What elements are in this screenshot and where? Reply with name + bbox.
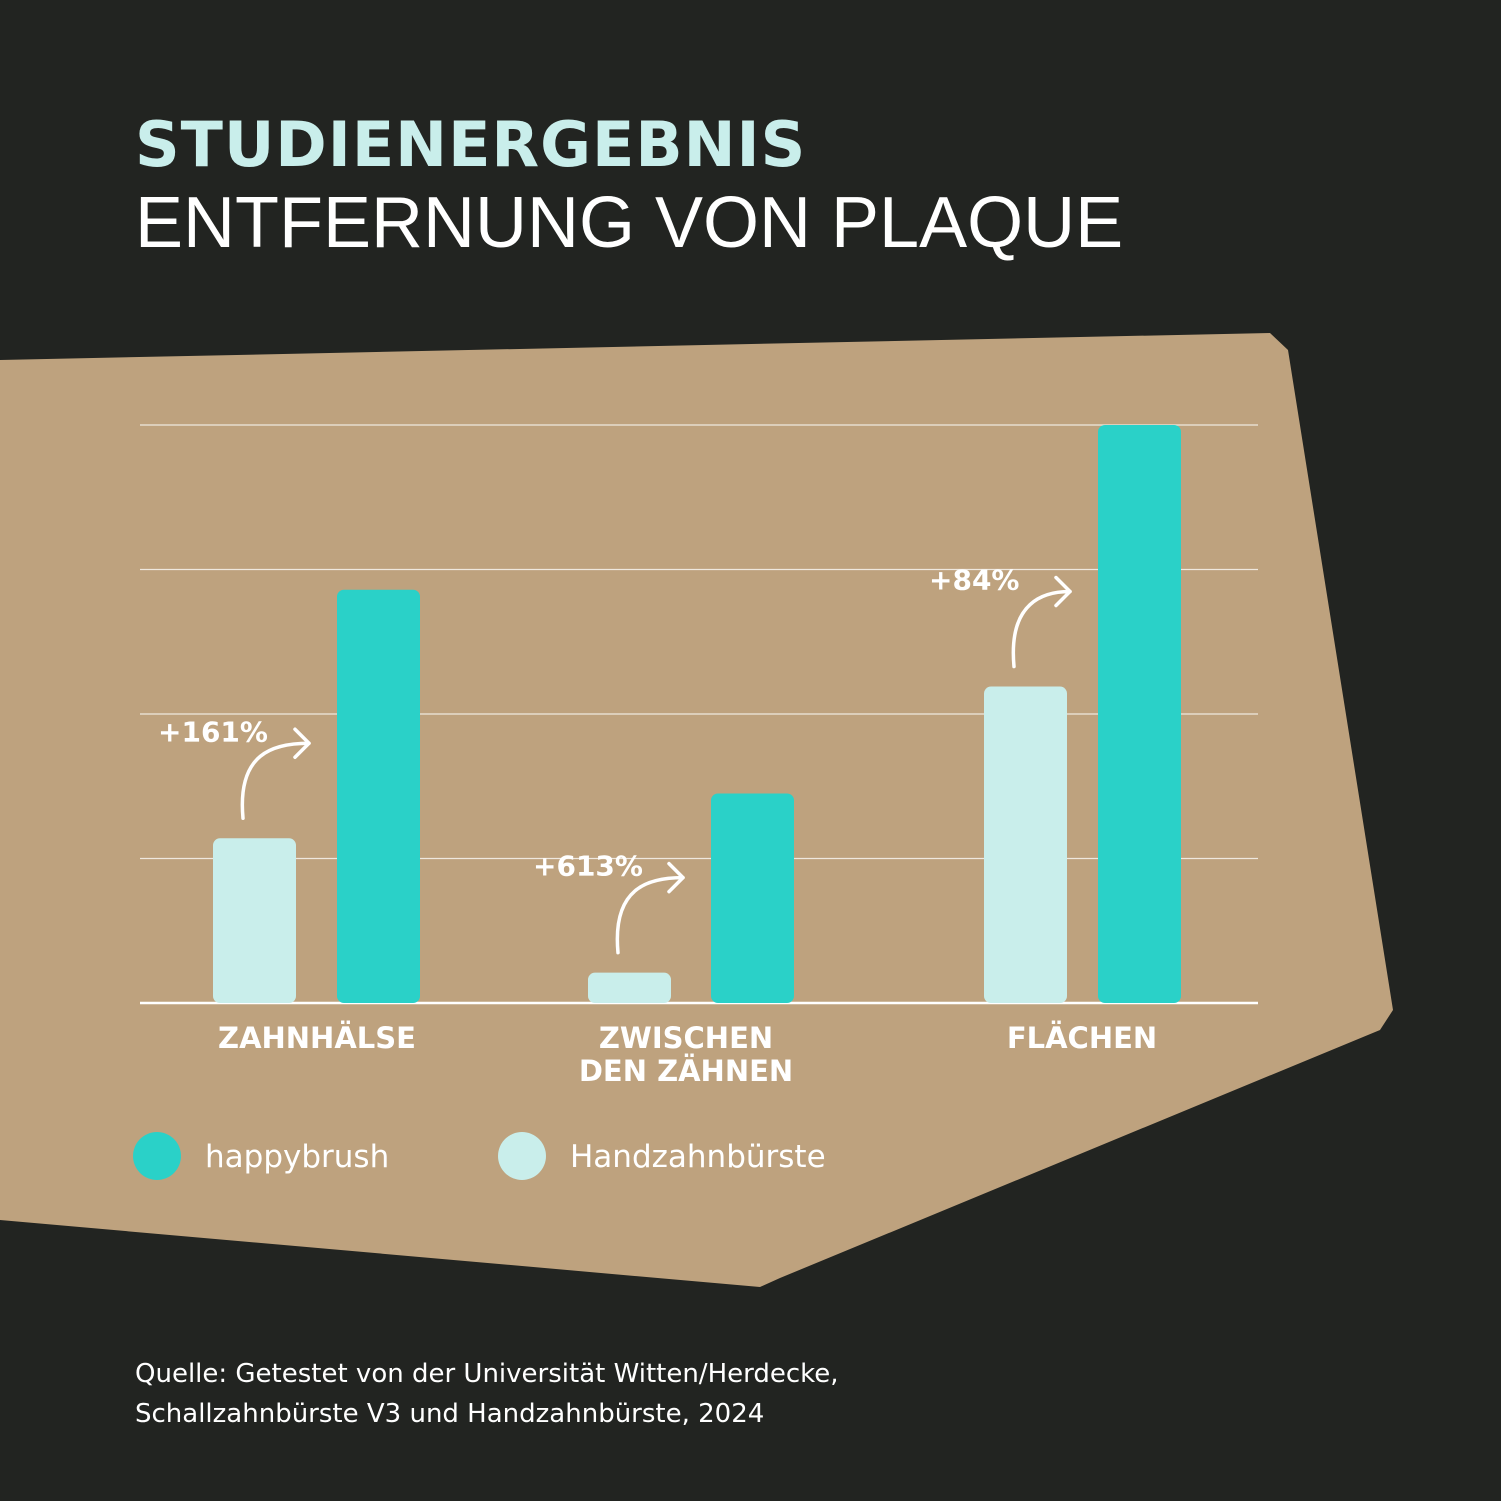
- bar-happybrush-1: [337, 589, 420, 1003]
- growth-label-3: +84%: [929, 564, 1019, 597]
- source-line-1: Quelle: Getestet von der Universität Wit…: [135, 1359, 839, 1389]
- legend-swatch-1: [133, 1132, 181, 1180]
- grid: [140, 424, 1258, 1005]
- legend-label-1: happybrush: [205, 1139, 389, 1175]
- growth-arrow-head-1: [293, 727, 311, 760]
- bar-happybrush-2: [711, 793, 794, 1003]
- title-block: STUDIENERGEBNIS ENTFERNUNG VON PLAQUE: [135, 108, 1123, 264]
- category-label-2: ZWISCHEN: [599, 1021, 773, 1055]
- bar-handzahnbuerste-2: [588, 972, 671, 1003]
- growth-arrow-head-2: [667, 861, 685, 894]
- growth-arrow-3: [1011, 589, 1072, 669]
- growth-arrow-1: [240, 741, 311, 821]
- growth-arrows: +161% +613% +84%: [158, 564, 1072, 955]
- category-label-1: ZAHNHÄLSE: [218, 1021, 416, 1055]
- category-label-3: FLÄCHEN: [1007, 1021, 1157, 1055]
- bar-handzahnbuerste-3: [984, 686, 1067, 1003]
- growth-arrow-head-3: [1054, 575, 1072, 608]
- bar-handzahnbuerste-1: [213, 838, 296, 1003]
- source-note: Quelle: Getestet von der Universität Wit…: [135, 1354, 839, 1434]
- legend: happybrush Handzahnbürste: [133, 1132, 826, 1180]
- chart-title: STUDIENERGEBNIS: [135, 108, 807, 181]
- bars: [213, 425, 1181, 1003]
- growth-label-1: +161%: [158, 715, 268, 748]
- growth-label-2: +613%: [533, 850, 643, 883]
- growth-arrow-2: [615, 875, 685, 955]
- bar-happybrush-3: [1098, 425, 1181, 1003]
- chart-subtitle: ENTFERNUNG VON PLAQUE: [135, 183, 1124, 263]
- legend-swatch-2: [498, 1132, 546, 1180]
- source-line-2: Schallzahnbürste V3 und Handzahnbürste, …: [135, 1399, 765, 1429]
- cardboard-panel: [0, 333, 1393, 1287]
- legend-label-2: Handzahnbürste: [570, 1139, 826, 1175]
- category-label-2: DEN ZÄHNEN: [579, 1054, 793, 1088]
